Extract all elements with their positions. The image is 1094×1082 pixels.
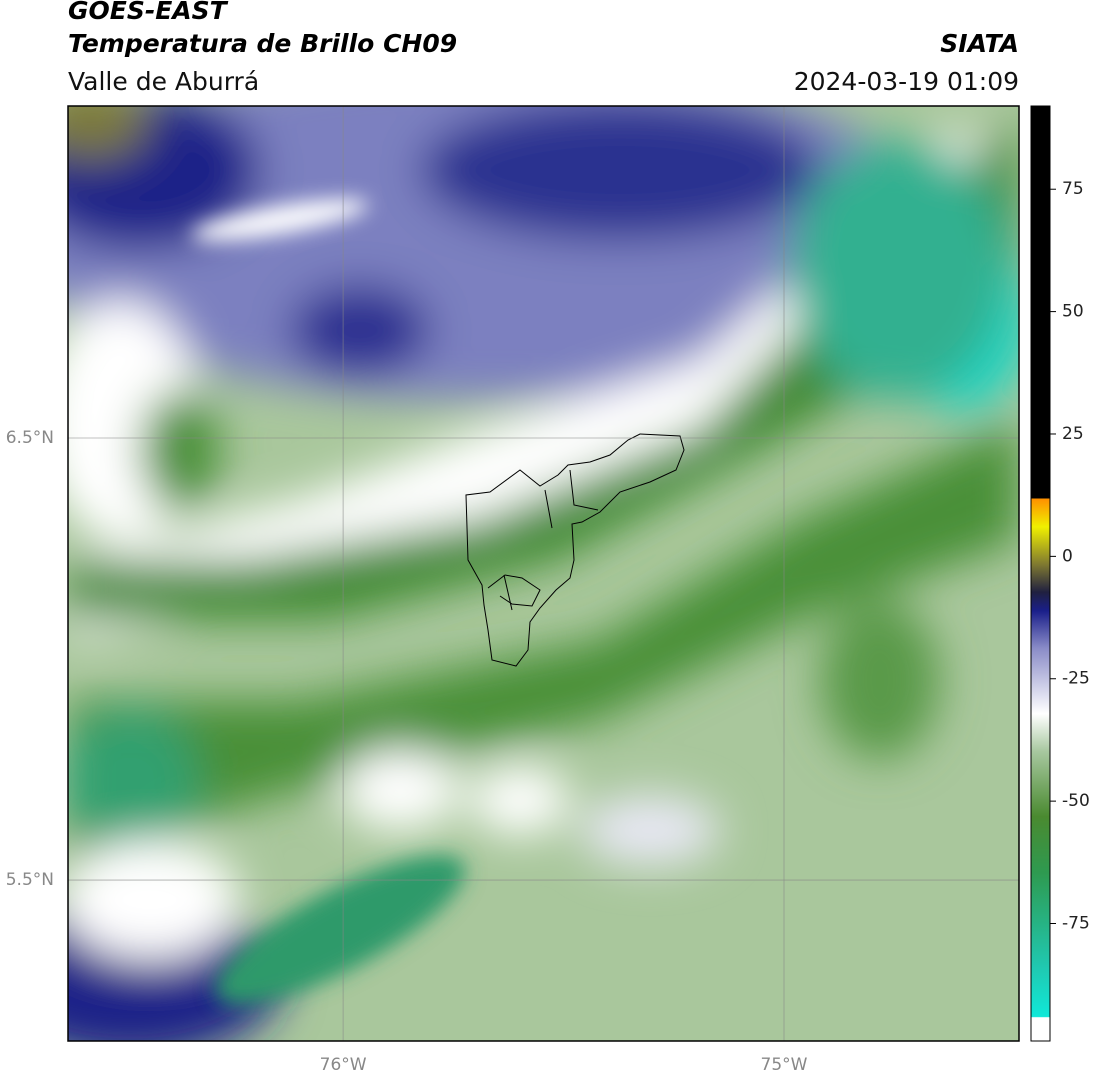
title: GOES-EAST (68, 0, 229, 25)
colorbar-tick-label: -25 (1062, 669, 1090, 689)
colorbar-tick-label: 50 (1062, 302, 1084, 322)
datetime: 2024-03-19 01:09 (794, 67, 1019, 96)
lon-label: 76°W (320, 1055, 367, 1075)
colorbar (1030, 105, 1051, 1042)
colorbar-tick-label: -75 (1062, 914, 1090, 934)
colorbar-tick-label: -50 (1062, 791, 1090, 811)
satellite-image (68, 106, 1019, 1041)
lat-label: 6.5°N (6, 428, 54, 448)
subtitle: Temperatura de Brillo CH09 (68, 29, 457, 58)
colorbar-tick-label: 75 (1062, 179, 1084, 199)
map-frame (67, 105, 1020, 1042)
lon-label: 75°W (761, 1055, 808, 1075)
source: SIATA (940, 29, 1019, 58)
colorbar-tick-label: 0 (1062, 546, 1073, 566)
colorbar-tick-label: 25 (1062, 424, 1084, 444)
region: Valle de Aburrá (68, 67, 259, 96)
graticule (68, 106, 1019, 1041)
lat-label: 5.5°N (6, 870, 54, 890)
valley-boundary (465, 433, 685, 667)
